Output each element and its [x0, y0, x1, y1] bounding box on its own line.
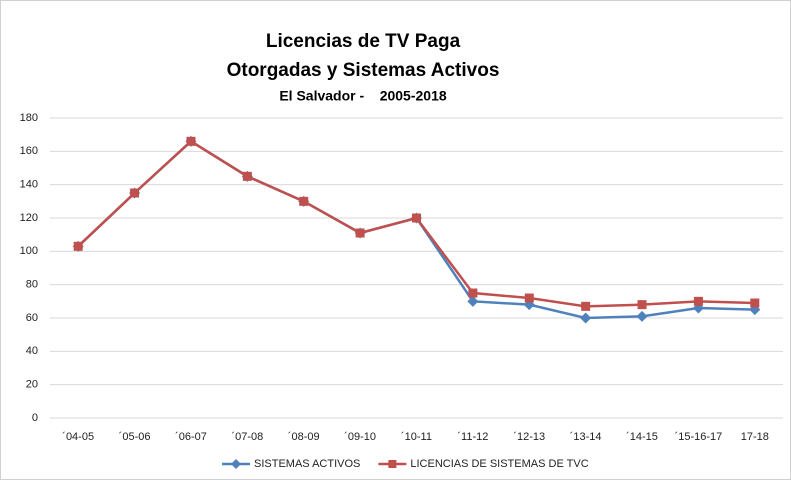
marker	[581, 301, 591, 311]
y-tick-label: 60	[26, 312, 38, 324]
x-tick-label: ´06-07	[175, 431, 207, 443]
marker	[355, 228, 365, 238]
y-tick-label: 20	[26, 379, 38, 391]
marker	[636, 310, 648, 322]
x-tick-label: ´12-13	[513, 431, 545, 443]
x-tick-label: ´04-05	[62, 431, 94, 443]
y-tick-label: 140	[20, 179, 38, 191]
x-tick-label: 17-18	[741, 431, 769, 443]
marker	[637, 300, 647, 310]
y-tick-label: 100	[20, 245, 38, 257]
x-tick-label: ´14-15	[626, 431, 658, 443]
legend-label: SISTEMAS ACTIVOS	[254, 458, 360, 470]
y-tick-label: 0	[32, 412, 38, 424]
y-tick-label: 120	[20, 212, 38, 224]
x-tick-label: ´08-09	[288, 431, 320, 443]
marker	[242, 171, 252, 181]
y-tick-label: 40	[26, 345, 38, 357]
marker	[231, 459, 241, 469]
y-tick-label: 180	[20, 112, 38, 124]
marker	[468, 288, 478, 298]
marker	[580, 312, 592, 324]
x-tick-label: ´13-14	[570, 431, 602, 443]
chart-title: Licencias de TV Paga	[266, 31, 461, 52]
marker	[73, 241, 83, 251]
x-tick-label: ´11-12	[457, 431, 488, 443]
marker	[388, 460, 397, 468]
x-tick-label: ´10-11	[401, 431, 432, 443]
marker	[299, 196, 309, 206]
marker	[467, 295, 479, 307]
chart-title: Otorgadas y Sistemas Activos	[227, 60, 500, 81]
x-tick-label: ´15-16-17	[675, 431, 723, 443]
x-tick-label: ´07-08	[231, 431, 263, 443]
x-tick-label: ´05-06	[119, 431, 151, 443]
x-tick-label: ´09-10	[344, 431, 376, 443]
y-tick-label: 80	[26, 279, 38, 291]
marker	[693, 296, 703, 306]
chart-subtitle: El Salvador - 2005-2018	[279, 88, 447, 104]
y-tick-label: 160	[20, 145, 38, 157]
marker	[524, 293, 534, 303]
marker	[130, 188, 140, 198]
marker	[186, 136, 196, 146]
marker	[750, 298, 760, 308]
legend-label: LICENCIAS DE SISTEMAS DE TVC	[410, 458, 588, 470]
marker	[412, 213, 421, 223]
